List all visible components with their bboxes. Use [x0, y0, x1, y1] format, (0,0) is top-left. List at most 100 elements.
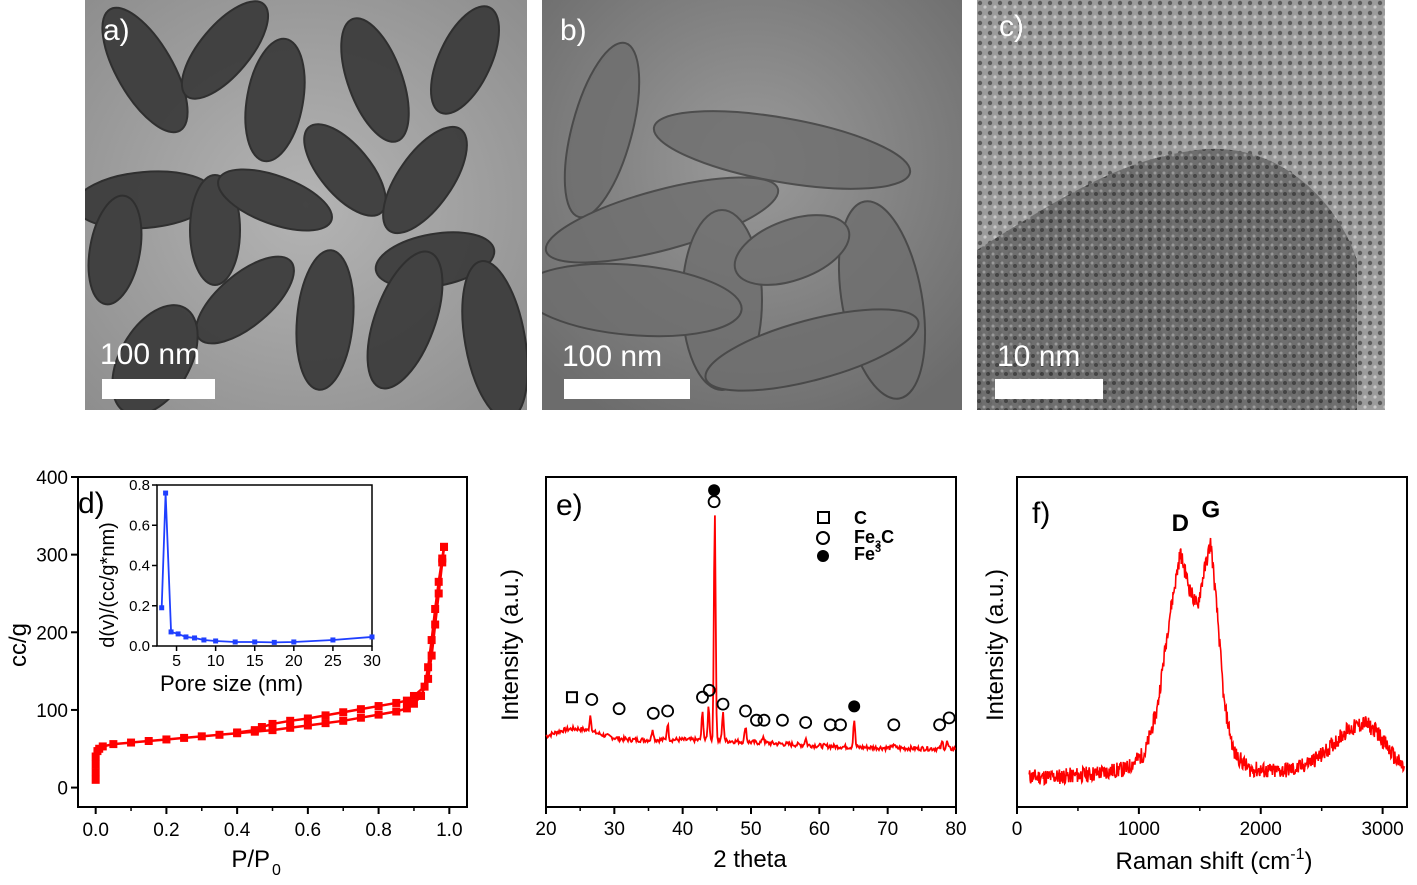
chart-e-marker-fe3c: [799, 716, 813, 729]
panel-label-d: d): [78, 487, 105, 520]
chart-f-peak-label: D: [1172, 510, 1189, 537]
chart-e-marker-fe3c: [757, 713, 771, 727]
tem-image-b: b) 100 nm: [542, 0, 962, 410]
chart-d-inset-point: [271, 639, 277, 645]
chart-d-point: [127, 738, 136, 747]
chart-e-marker-c: [565, 691, 578, 704]
chart-d-point: [356, 705, 365, 714]
chart-f-x-tick-label: 3000: [1361, 819, 1403, 840]
chart-d-point: [268, 719, 277, 728]
chart-f-x-tick-label: 0: [1012, 819, 1023, 840]
chart-f-raman: 0 1000 2000 3000 D G f) Intensity (a.u.) Rama…: [982, 476, 1408, 875]
chart-d-point: [162, 735, 171, 744]
chart-d-point: [250, 726, 259, 735]
chart-d-point: [427, 636, 436, 645]
scale-bar-label-a: 100 nm: [100, 338, 201, 371]
chart-d-inset-y-tick-label: 0.4: [129, 558, 150, 575]
chart-f-x-tick-label: 1000: [1118, 819, 1160, 840]
chart-d-inset-y-tick-label: 0.6: [129, 517, 150, 534]
chart-e-marker-fe3c: [702, 683, 716, 697]
chart-d-x-tick-label: 0.4: [224, 820, 251, 841]
chart-d-y-tick-label: 300: [36, 546, 68, 567]
chart-f-peak-label: G: [1201, 496, 1220, 523]
chart-d-x-axis-label-sub: 0: [272, 862, 281, 879]
chart-d-x-tick-label: 0.8: [365, 820, 391, 841]
chart-e-marker-fe3c: [776, 713, 789, 727]
chart-d-inset-point: [163, 490, 169, 496]
chart-e-x-tick-label: 40: [672, 819, 693, 840]
chart-d-point: [215, 730, 224, 739]
panel-label-c: c): [999, 10, 1024, 43]
chart-d-inset-point: [213, 638, 219, 644]
chart-d-point: [409, 691, 418, 700]
chart-e-x-tick-label: 60: [809, 819, 830, 840]
chart-e-x-axis-label: 2 theta: [713, 846, 787, 873]
chart-e-marker-fe3c: [585, 693, 599, 706]
chart-d-inset-y-label: d(v)/(cc/g*nm): [97, 522, 119, 648]
chart-d-inset-point: [369, 634, 375, 640]
scale-bar-label-b: 100 nm: [562, 340, 663, 373]
chart-d-point: [91, 775, 100, 784]
chart-d-x-tick-label: 1.0: [436, 820, 462, 841]
chart-d-point: [392, 698, 401, 707]
chart-e-marker-fe3: [848, 700, 861, 713]
legend-label-fe3: Fe3: [854, 543, 881, 564]
chart-d-point: [268, 726, 277, 735]
chart-d-point: [98, 742, 107, 751]
chart-e-x-tick-label: 70: [877, 819, 898, 840]
chart-d-point: [321, 719, 330, 728]
chart-d-y-tick-label: 200: [36, 623, 68, 644]
scale-bar-a: [102, 379, 215, 399]
chart-d-inset-x-tick-label: 20: [285, 653, 303, 670]
chart-f-y-axis-label: Intensity (a.u.): [982, 569, 1009, 721]
chart-d-inset-x-tick-label: 30: [363, 653, 381, 670]
chart-e-marker-fe3c: [612, 702, 626, 716]
chart-d-x-tick-label: 0.2: [153, 820, 179, 841]
chart-e-marker-fe3c: [646, 706, 660, 720]
legend-marker-fe3c: [816, 531, 830, 545]
tem-c-lattice: [977, 0, 1385, 410]
chart-f-frame: [1016, 476, 1408, 808]
chart-d-point: [257, 723, 266, 732]
chart-e-x-tick-label: 30: [604, 819, 625, 840]
chart-d-point: [424, 674, 433, 683]
chart-d-point: [420, 682, 429, 691]
chart-d-x-axis-label: P/P: [231, 846, 270, 873]
chart-d-point: [440, 542, 449, 551]
chart-d-point: [427, 651, 436, 660]
chart-f-x-tick-label: 2000: [1240, 819, 1282, 840]
chart-e-marker-fe3c: [716, 697, 730, 711]
chart-d-point: [424, 663, 433, 672]
chart-e-xrd: 20 30 40 50 60 70 80 e) Intensity (a.u.) 2 the…: [497, 476, 967, 873]
chart-d-point: [286, 723, 295, 732]
chart-e-marker-fe3c: [887, 718, 901, 732]
chart-d-point: [180, 733, 189, 742]
chart-d-y-tick-label: 0: [57, 779, 68, 800]
chart-d-point: [431, 620, 440, 629]
chart-d-point: [402, 696, 411, 705]
chart-e-marker-fe3c: [696, 690, 709, 704]
chart-d-point: [417, 691, 426, 700]
chart-d-point: [374, 702, 383, 711]
chart-d-point: [409, 699, 418, 708]
chart-d-inset-x-label: Pore size (nm): [160, 671, 303, 696]
chart-e-marker-fe3c: [933, 718, 947, 732]
chart-d-inset-point: [175, 631, 181, 637]
chart-d-point: [356, 713, 365, 722]
chart-e-legend: C Fe3C Fe3: [816, 508, 894, 564]
chart-d-point: [303, 721, 312, 730]
chart-e-pattern-line: [545, 515, 957, 754]
chart-d-point: [91, 768, 100, 777]
chart-d-point: [392, 707, 401, 716]
chart-d-point: [434, 577, 443, 586]
chart-d-inset-point: [159, 605, 165, 611]
chart-d-inset-x-tick-label: 15: [246, 653, 264, 670]
chart-e-marker-fe3c: [823, 718, 837, 732]
chart-f-spectrum-line: [1028, 537, 1406, 787]
chart-d-point: [144, 737, 153, 745]
chart-d-point: [303, 714, 312, 723]
chart-e-marker-fe3c: [661, 704, 675, 718]
chart-e-y-axis-label: Intensity (a.u.): [497, 569, 524, 721]
chart-d-point: [431, 605, 440, 613]
